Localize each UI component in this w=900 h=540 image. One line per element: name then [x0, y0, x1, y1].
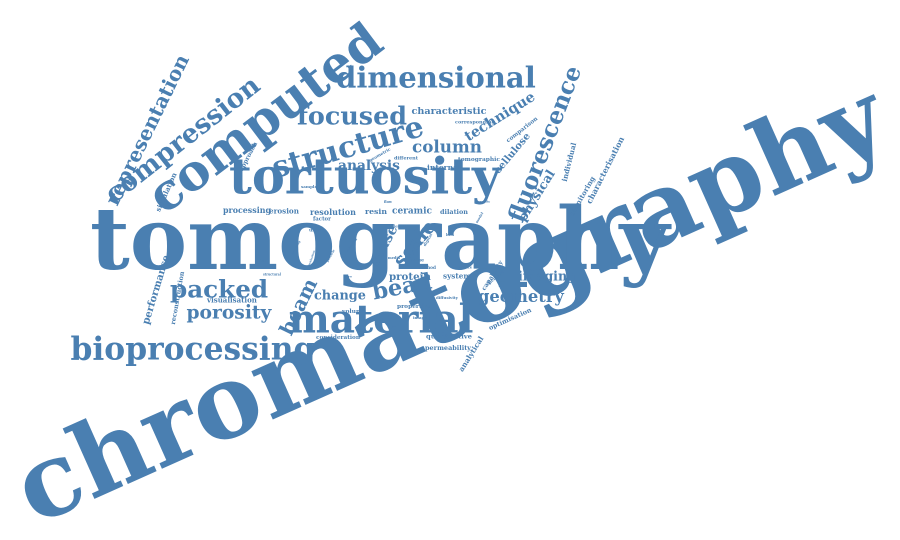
word-bed: bed	[446, 232, 455, 237]
word-length: length	[394, 224, 406, 229]
word-column: column	[412, 136, 482, 157]
word-resolution: resolution	[310, 207, 356, 217]
word-focused: focused	[297, 100, 407, 131]
word-method: method	[418, 265, 436, 270]
word-dilation: dilation	[440, 208, 468, 216]
word-flow: flow	[384, 200, 392, 204]
word-individual: individual	[559, 141, 579, 183]
word-diffusivity: diffusivity	[436, 295, 458, 300]
word-factor: factor	[313, 216, 331, 223]
word-erosion: erosion	[269, 206, 299, 216]
word-characteristic: characteristic	[411, 106, 487, 117]
word-ceramic: ceramic	[392, 206, 432, 217]
word-protein: protein	[389, 271, 431, 283]
word-tomography: tomography	[90, 189, 670, 290]
word-consideration: consideration	[316, 335, 360, 341]
word-imaging: imaging	[518, 268, 576, 284]
word-porosity: porosity	[186, 301, 272, 324]
word-surface: surface	[458, 265, 472, 270]
word-permeability: permeability	[425, 344, 471, 352]
word-visualisation: visualisation	[207, 295, 257, 305]
word-media: media	[388, 256, 400, 260]
word-geometry: geometry	[478, 287, 564, 306]
word-different: different	[394, 155, 418, 162]
word-quantitative: quantitative	[426, 332, 472, 341]
word-image: image	[413, 315, 427, 320]
word-volume: volume	[342, 308, 366, 315]
word-capacity: capacity	[476, 199, 490, 204]
word-corresponding: corresponding	[455, 119, 495, 126]
word-analysis: analysis	[338, 158, 400, 174]
word-pore: pore	[344, 274, 352, 279]
word-value: value	[410, 258, 424, 264]
word-change: change	[314, 288, 366, 304]
word-tortuosity: tortuosity	[229, 147, 501, 206]
word-sample: sample	[301, 184, 317, 189]
word-structural: structural	[263, 272, 281, 277]
word-processing: processing	[223, 206, 271, 215]
word-used: used	[309, 228, 321, 234]
word-dimensional: dimensional	[336, 60, 536, 95]
word-material: material	[288, 296, 474, 343]
word-bioprocessing: bioprocessing	[70, 331, 316, 368]
word-size: size	[258, 259, 266, 263]
word-packed: packed	[170, 274, 269, 304]
word-tomographic: tomographic	[458, 156, 500, 163]
word-internal: internal	[427, 163, 461, 172]
word-system: system	[443, 271, 472, 281]
word-data: data	[368, 227, 376, 232]
word-properties: properties	[397, 303, 431, 310]
word-resin: resin	[365, 207, 388, 216]
